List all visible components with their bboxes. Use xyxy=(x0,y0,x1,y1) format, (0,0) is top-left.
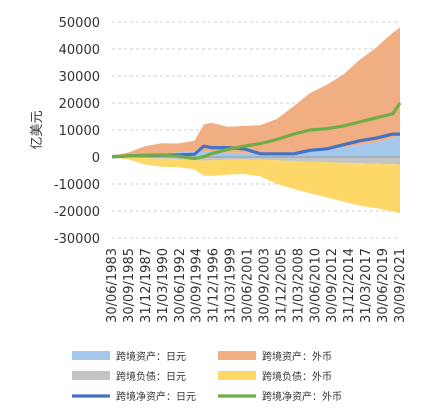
x-tick-label: 30/09/2021 xyxy=(393,248,408,323)
legend-swatch xyxy=(218,351,256,360)
y-tick-label: -30000 xyxy=(54,232,100,247)
net-lines xyxy=(111,102,402,161)
legend-swatch xyxy=(72,371,110,380)
legend-swatch xyxy=(218,371,256,380)
y-tick-label: 40000 xyxy=(59,43,100,58)
y-tick-label: 50000 xyxy=(59,16,100,31)
x-tick-label: 30/06/1983 xyxy=(105,248,120,323)
legend-label: 跨境负债：日元 xyxy=(116,370,186,383)
x-tick-label: 30/06/1992 xyxy=(173,248,188,323)
y-tick-label: 30000 xyxy=(59,70,100,85)
x-tick-label: 30/09/1994 xyxy=(190,248,205,323)
x-tick-label: 31/03/1999 xyxy=(224,248,239,323)
x-tick-label: 31/12/1987 xyxy=(139,248,154,323)
x-tick-label: 30/09/1985 xyxy=(122,248,137,323)
legend-label: 跨境负债：外币 xyxy=(262,370,332,383)
legend-swatch xyxy=(72,351,110,360)
x-tick-label: 31/03/2008 xyxy=(291,248,306,323)
x-tick-label: 31/12/2005 xyxy=(274,248,289,323)
y-tick-label: 10000 xyxy=(59,124,100,139)
legend-label: 跨境资产：日元 xyxy=(116,350,186,363)
x-tick-label: 31/12/1996 xyxy=(207,248,222,323)
x-tick-label: 30/09/2012 xyxy=(325,248,340,323)
x-tick-label: 31/12/2014 xyxy=(342,248,357,323)
x-tick-label: 31/03/1990 xyxy=(156,248,171,323)
y-tick-labels: 50000 40000 30000 20000 10000 0 -10000 -20000 -3… xyxy=(54,16,100,247)
legend-label: 跨境净资产：外币 xyxy=(262,390,342,403)
x-tick-label: 30/06/2010 xyxy=(308,248,323,323)
area-series-跨境负债：日元 xyxy=(112,157,400,165)
x-tick-label: 30/06/2019 xyxy=(376,248,391,323)
y-tick-label: 20000 xyxy=(59,97,100,112)
line-series-跨境净资产：外币 xyxy=(111,102,402,161)
stacked-areas xyxy=(112,27,400,214)
area-series-跨境资产：日元 xyxy=(112,135,400,157)
x-tick-labels: 30/06/1983 30/09/1985 31/12/1987 31/03/1990… xyxy=(105,248,408,323)
y-axis-label: 亿美元 xyxy=(30,110,45,149)
y-tick-label: 0 xyxy=(92,151,100,166)
legend-label: 跨境净资产：日元 xyxy=(116,390,196,403)
y-tick-label: -20000 xyxy=(54,205,100,220)
x-tick-label: 31/03/2017 xyxy=(359,248,374,323)
area-series-跨境负债：外币 xyxy=(112,157,400,214)
x-tick-label: 30/09/2003 xyxy=(258,248,273,323)
y-tick-label: -10000 xyxy=(54,178,100,193)
area-series-跨境资产：外币 xyxy=(112,27,400,157)
legend-label: 跨境资产：外币 xyxy=(262,350,332,363)
x-tick-label: 30/06/2001 xyxy=(241,248,256,323)
